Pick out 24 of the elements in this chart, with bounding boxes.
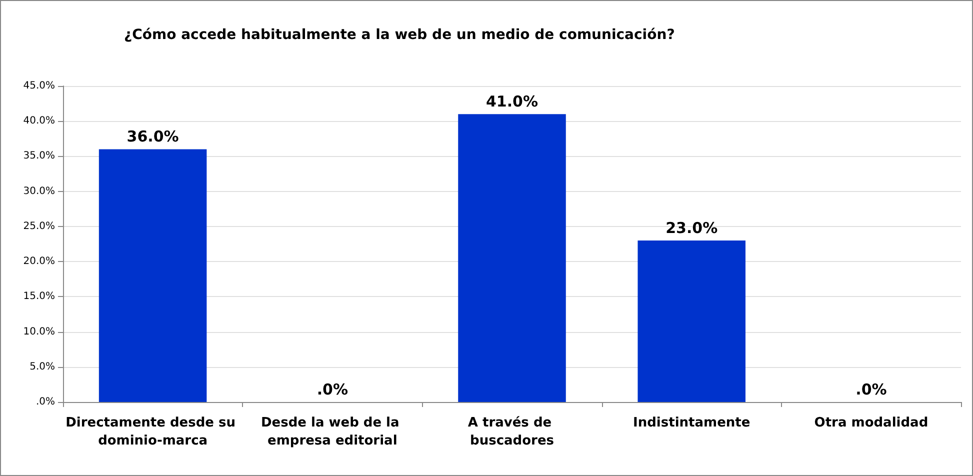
- x-tick-label: Indistintamente: [633, 416, 750, 430]
- data-label: 36.0%: [126, 128, 179, 146]
- x-tick-label: Desde la web de la empresa editorial: [260, 416, 404, 448]
- y-tick-label: 5.0%: [30, 361, 55, 372]
- x-tick-label: Otra modalidad: [814, 416, 928, 430]
- bar: [98, 149, 207, 402]
- data-label: 23.0%: [666, 218, 718, 237]
- y-tick-label: 35.0%: [23, 150, 55, 162]
- data-label: .0%: [856, 380, 887, 398]
- y-tick-label: 45.0%: [23, 80, 55, 92]
- x-tick-label: Directamente desde su dominio-marca: [66, 416, 240, 448]
- bar: [638, 240, 746, 402]
- y-tick-label: 20.0%: [23, 256, 55, 268]
- y-tick-label: 30.0%: [23, 186, 55, 197]
- y-tick-label: 10.0%: [23, 326, 55, 338]
- y-tick-label: 15.0%: [23, 291, 55, 302]
- x-tick-label: A través de buscadores: [468, 416, 556, 448]
- bar: [458, 114, 566, 402]
- chart-title: ¿Cómo accede habitualmente a la web de un medio de comunicación?: [124, 27, 675, 43]
- data-label: .0%: [316, 380, 348, 398]
- y-tick-label: 25.0%: [23, 220, 55, 232]
- y-tick-label: 40.0%: [23, 116, 55, 127]
- y-tick-label: .0%: [36, 396, 55, 408]
- data-label: 41.0%: [486, 92, 538, 111]
